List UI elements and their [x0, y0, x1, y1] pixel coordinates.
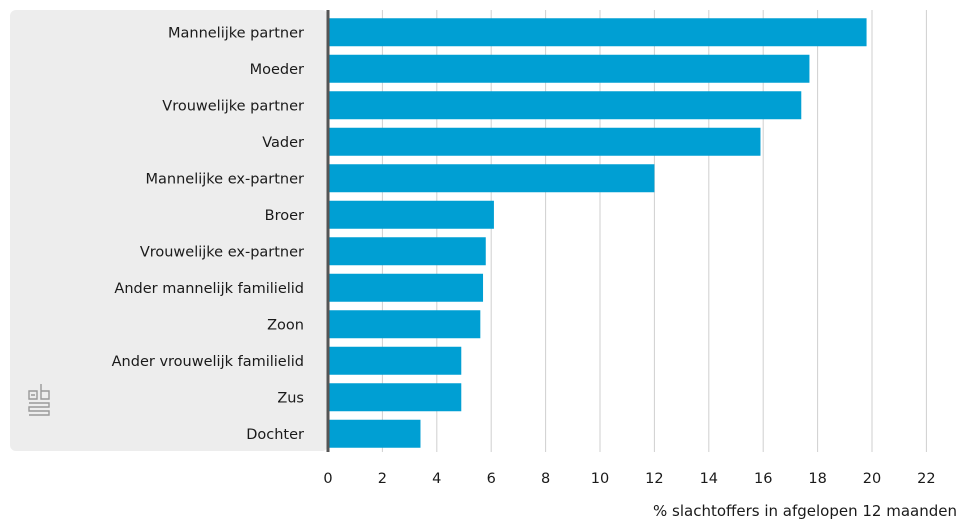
x-tick-labels: 0 2 4 6 8 10 12 14 16 18 20 22	[323, 471, 935, 487]
category-labels: Mannelijke partner Moeder Vrouwelijke part…	[112, 25, 304, 443]
x-tick-label: 22	[917, 471, 935, 487]
x-tick-label: 4	[432, 471, 441, 487]
category-label: Vrouwelijke partner	[162, 98, 304, 114]
bar	[328, 346, 462, 375]
category-label: Broer	[265, 208, 304, 224]
bar	[328, 237, 486, 266]
bar	[328, 164, 655, 193]
cbs-logo-icon	[28, 384, 50, 416]
label-panel	[10, 10, 328, 451]
x-tick-label: 18	[808, 471, 826, 487]
category-label: Zoon	[267, 317, 304, 333]
bar	[328, 91, 802, 120]
bars	[328, 18, 867, 448]
x-axis-title: % slachtoffers in afgelopen 12 maanden	[653, 502, 957, 520]
category-label: Vader	[262, 135, 304, 151]
x-tick-label: 6	[487, 471, 496, 487]
category-label: Moeder	[250, 62, 304, 78]
category-label: Zus	[277, 390, 304, 406]
category-label: Mannelijke partner	[168, 25, 304, 41]
bar	[328, 200, 494, 229]
x-tick-label: 10	[591, 471, 609, 487]
bar	[328, 18, 867, 47]
bar	[328, 383, 462, 412]
x-tick-label: 2	[378, 471, 387, 487]
bar	[328, 419, 421, 448]
bar	[328, 54, 810, 83]
bar	[328, 310, 481, 339]
category-label: Vrouwelijke ex-partner	[140, 244, 304, 260]
gridlines	[381, 10, 927, 452]
x-tick-label: 16	[754, 471, 772, 487]
category-label: Ander vrouwelijk familielid	[112, 354, 304, 370]
category-label: Dochter	[246, 427, 304, 443]
category-label: Ander mannelijk familielid	[114, 281, 304, 297]
bar	[328, 127, 761, 156]
x-tick-label: 12	[645, 471, 663, 487]
x-tick-label: 14	[700, 471, 718, 487]
x-tick-label: 20	[863, 471, 881, 487]
bar	[328, 273, 484, 302]
x-tick-label: 0	[323, 471, 332, 487]
category-label: Mannelijke ex-partner	[146, 171, 305, 187]
x-tick-label: 8	[541, 471, 550, 487]
